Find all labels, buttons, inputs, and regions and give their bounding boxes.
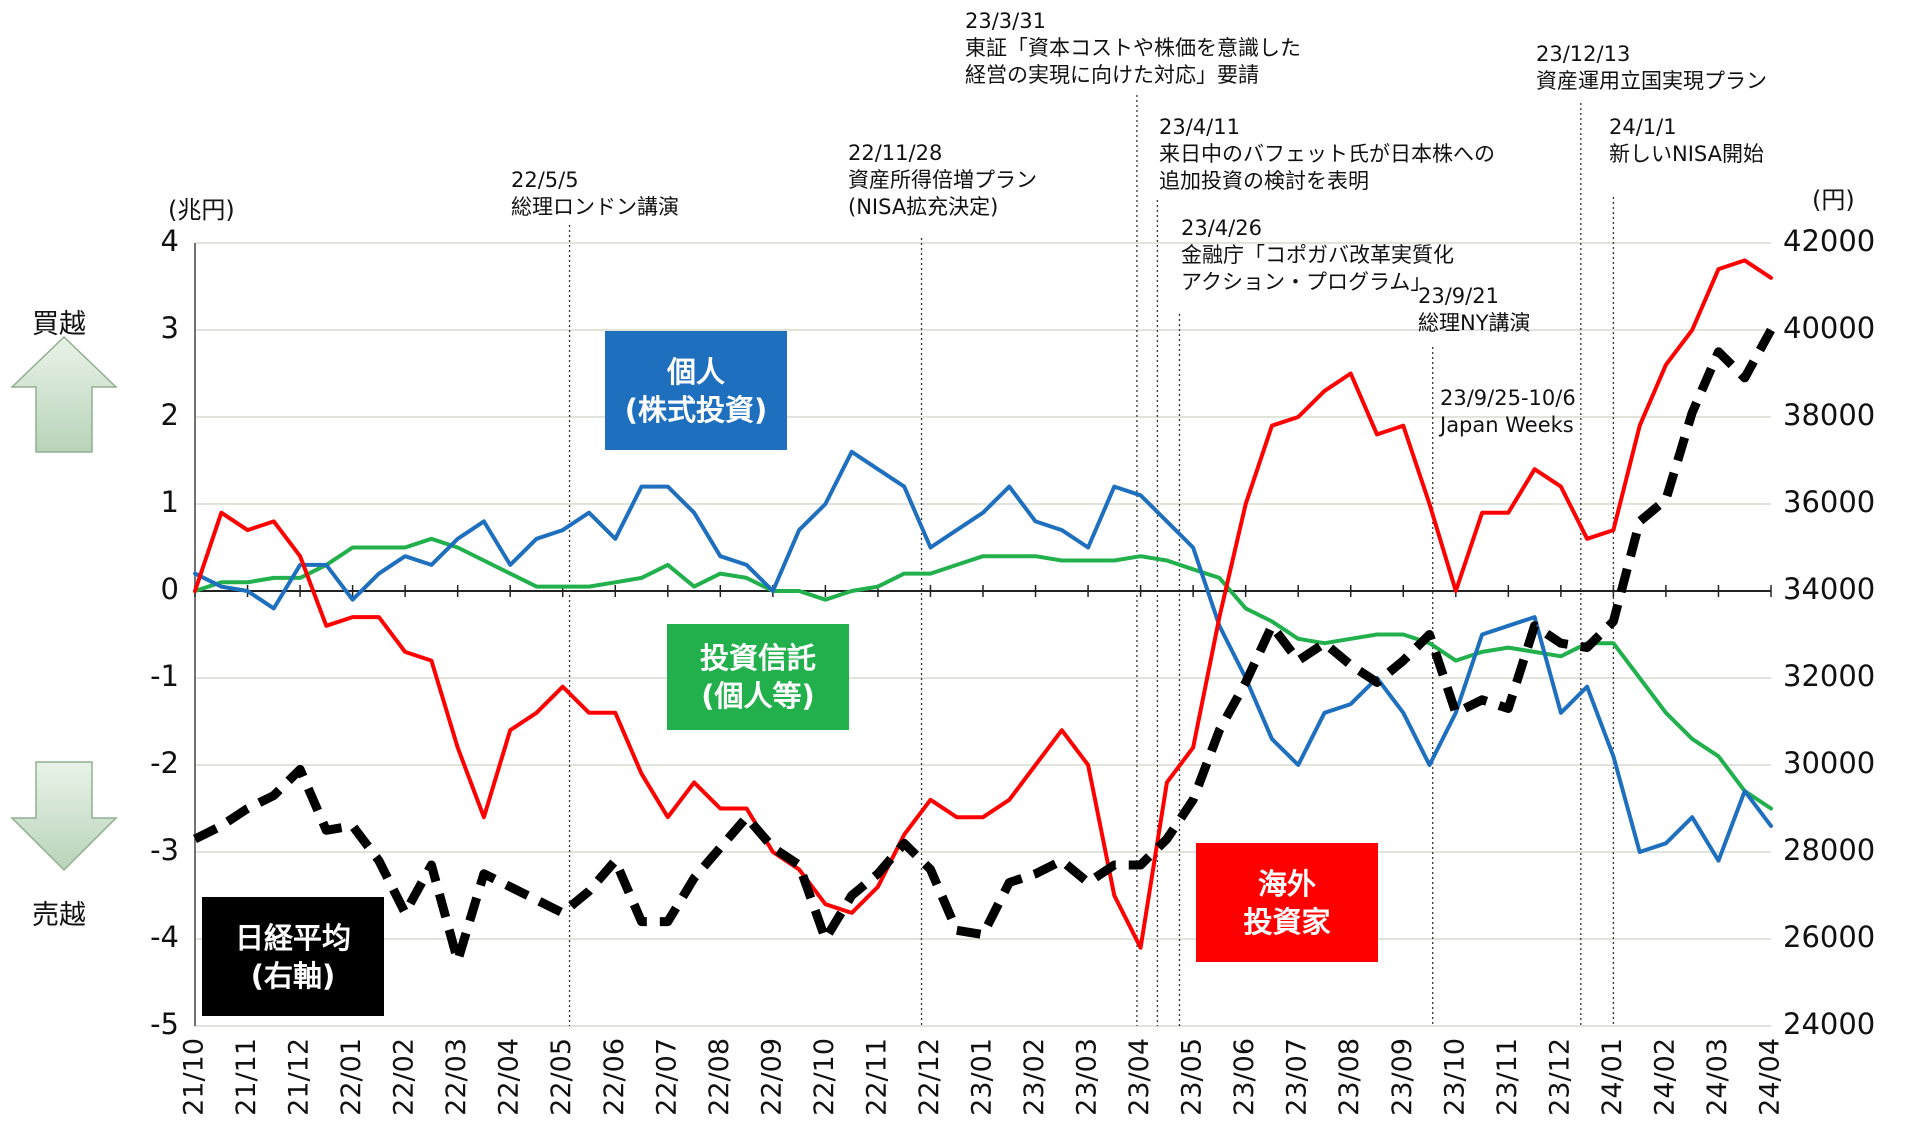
sell-arrow — [10, 761, 118, 872]
y-tick-label: 4 — [161, 224, 179, 258]
buy-label: 買越 — [32, 309, 86, 340]
y2-tick-label: 38000 — [1783, 398, 1875, 432]
annotation: 23/9/21 総理NY講演 — [1418, 284, 1531, 335]
x-tick-label: 23/11 — [1492, 1038, 1523, 1116]
annotation: 22/5/5 総理ロンドン講演 — [511, 168, 679, 219]
annotation: 23/4/11 来日中のバフェット氏が日本株への 追加投資の検討を表明 — [1159, 115, 1495, 193]
x-tick-label: 23/10 — [1439, 1038, 1470, 1116]
x-tick-label: 23/01 — [967, 1038, 998, 1116]
y2-tick-label: 28000 — [1783, 833, 1875, 867]
annotation: 23/12/13 資産運用立国実現プラン — [1536, 42, 1767, 93]
x-tick-label: 23/09 — [1387, 1038, 1418, 1116]
x-tick-label: 22/05 — [546, 1038, 577, 1116]
series-line — [192, 327, 1775, 966]
x-tick-label: 23/07 — [1282, 1038, 1313, 1116]
x-tick-label: 24/02 — [1649, 1038, 1680, 1116]
x-tick-label: 23/03 — [1072, 1038, 1103, 1116]
y2-tick-label: 36000 — [1783, 485, 1875, 519]
legend-box: 個人 (株式投資) — [605, 331, 787, 450]
y-tick-label: 3 — [161, 311, 179, 345]
x-tick-label: 23/02 — [1019, 1038, 1050, 1116]
sell-label: 売越 — [32, 900, 86, 931]
y2-axis-label: (円) — [1812, 186, 1855, 214]
buy-arrow — [10, 335, 118, 453]
annotation: 24/1/1 新しいNISA開始 — [1609, 115, 1764, 166]
y-tick-label: -1 — [150, 659, 179, 693]
x-tick-label: 22/09 — [756, 1038, 787, 1116]
annotation: 23/3/31 東証「資本コストや株価を意識した 経営の実現に向けた対応」要請 — [965, 9, 1301, 87]
series-line — [193, 449, 1773, 863]
x-tick-label: 22/01 — [336, 1038, 367, 1116]
x-tick-label: 24/04 — [1755, 1038, 1786, 1116]
y2-tick-label: 42000 — [1783, 224, 1875, 258]
y2-tick-label: 32000 — [1783, 659, 1875, 693]
x-tick-label: 22/12 — [914, 1038, 945, 1116]
y2-tick-label: 24000 — [1783, 1007, 1875, 1041]
annotation: 23/9/25-10/6 Japan Weeks — [1440, 386, 1576, 437]
y-tick-label: 1 — [161, 485, 179, 519]
y-tick-label: -3 — [150, 833, 179, 867]
y-tick-label: -5 — [150, 1007, 179, 1041]
annotation: 22/11/28 資産所得倍増プラン (NISA拡充決定) — [848, 141, 1037, 219]
x-tick-label: 23/05 — [1177, 1038, 1208, 1116]
x-tick-label: 21/10 — [179, 1038, 210, 1116]
legend-box: 海外 投資家 — [1196, 843, 1378, 962]
x-tick-label: 22/02 — [389, 1038, 420, 1116]
y2-tick-label: 40000 — [1783, 311, 1875, 345]
y-axis-label: (兆円) — [168, 196, 235, 224]
legend-box: 投資信託 (個人等) — [667, 624, 849, 730]
y2-tick-label: 34000 — [1783, 572, 1875, 606]
y-tick-label: -2 — [150, 746, 179, 780]
series-line — [193, 258, 1773, 950]
y-tick-label: 0 — [161, 572, 179, 606]
x-tick-label: 22/03 — [441, 1038, 472, 1116]
y2-tick-label: 26000 — [1783, 920, 1875, 954]
x-tick-label: 23/06 — [1229, 1038, 1260, 1116]
x-tick-label: 24/01 — [1597, 1038, 1628, 1116]
x-tick-label: 22/11 — [861, 1038, 892, 1116]
x-tick-label: 21/12 — [284, 1038, 315, 1116]
legend-box: 日経平均 (右軸) — [202, 897, 384, 1016]
x-tick-label: 23/12 — [1544, 1038, 1575, 1116]
y2-tick-label: 30000 — [1783, 746, 1875, 780]
y-tick-label: 2 — [161, 398, 179, 432]
x-tick-label: 22/06 — [599, 1038, 630, 1116]
annotation: 23/4/26 金融庁「コポガバ改革実質化 アクション・プログラム」 — [1181, 216, 1454, 294]
x-tick-label: 24/03 — [1702, 1038, 1733, 1116]
x-tick-label: 21/11 — [231, 1038, 262, 1116]
y-tick-label: -4 — [150, 920, 179, 954]
x-tick-label: 22/08 — [704, 1038, 735, 1116]
series-line — [193, 536, 1773, 811]
x-tick-label: 23/04 — [1124, 1038, 1155, 1116]
x-tick-label: 22/07 — [651, 1038, 682, 1116]
x-tick-label: 22/10 — [809, 1038, 840, 1116]
x-tick-label: 22/04 — [494, 1038, 525, 1116]
x-tick-label: 23/08 — [1334, 1038, 1365, 1116]
